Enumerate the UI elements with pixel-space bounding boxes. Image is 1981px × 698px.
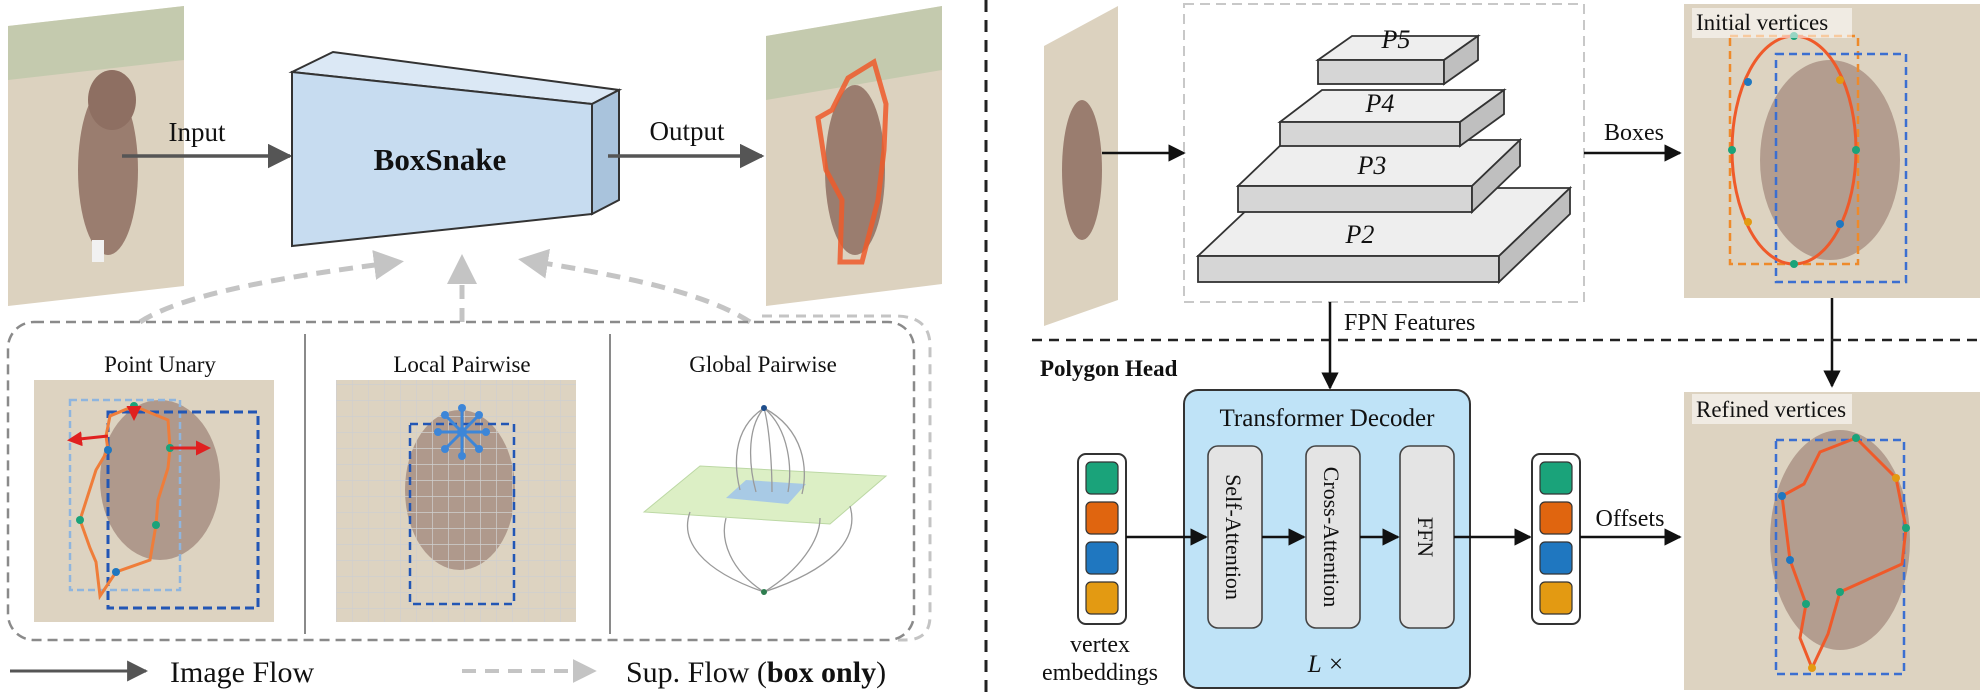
embedding-cell: [1539, 501, 1573, 535]
embedding-cell: [1085, 461, 1119, 495]
loss-title-point-unary: Point Unary: [104, 352, 216, 377]
fpn-features-label-bg: [1338, 306, 1504, 336]
output-embeddings-cells: [1539, 461, 1573, 615]
fpn-level-p3: P3: [1357, 151, 1387, 180]
fpn-input-photo: [1044, 6, 1118, 326]
global-pairwise-illustration: [642, 405, 888, 595]
vertex-embeddings-label: vertex embeddings: [1042, 632, 1158, 686]
repeat-label: L ×: [1307, 651, 1345, 678]
cross-attention-label: Cross-Attention: [1319, 467, 1344, 608]
loss-boxes-frame: [6, 320, 916, 642]
ffn-label: FFN: [1413, 517, 1438, 557]
supervision-arrows: [138, 248, 932, 642]
initial-vertices-label: Initial vertices: [1696, 10, 1828, 35]
refined-vertices-label: Refined vertices: [1696, 397, 1846, 422]
boxsnake-model-block: [288, 50, 623, 248]
embedding-cell: [1085, 501, 1119, 535]
embedding-cell: [1539, 541, 1573, 575]
local-pairwise-illustration: [336, 380, 576, 622]
refined-vertices-image: [1684, 392, 1980, 690]
output-label: Output: [649, 116, 725, 146]
initial-vertices-label-bg: [1692, 8, 1852, 38]
decoder-title: Transformer Decoder: [1220, 405, 1436, 432]
legend-image-flow: Image Flow: [170, 656, 314, 689]
output-photo: [766, 6, 942, 306]
embedding-cell: [1539, 461, 1573, 495]
embedding-cell: [1085, 541, 1119, 575]
input-label: Input: [169, 117, 226, 147]
point-unary-illustration: [34, 380, 274, 622]
vertex-embeddings-cells: [1085, 461, 1119, 615]
fpn-features-label: FPN Features: [1344, 310, 1475, 336]
initial-vertices-image: [1684, 4, 1980, 298]
offsets-label: Offsets: [1596, 506, 1665, 532]
refined-vertices-label-bg: [1692, 394, 1852, 424]
model-name: BoxSnake: [374, 142, 507, 177]
fpn-level-p4: P4: [1365, 89, 1395, 118]
fpn-pyramid: [1195, 34, 1573, 285]
fpn-level-p2: P2: [1345, 220, 1375, 249]
fpn-level-p5: P5: [1381, 25, 1411, 54]
input-photo: [8, 6, 184, 306]
legend-sup-flow: Sup. Flow (box only): [626, 656, 886, 689]
embedding-cell: [1085, 581, 1119, 615]
loss-title-local-pairwise: Local Pairwise: [393, 352, 530, 377]
self-attention-label: Self-Attention: [1221, 474, 1246, 600]
boxes-label: Boxes: [1604, 120, 1664, 146]
embedding-cell: [1539, 581, 1573, 615]
loss-title-global-pairwise: Global Pairwise: [689, 352, 837, 377]
polygon-head-label: Polygon Head: [1040, 356, 1178, 381]
